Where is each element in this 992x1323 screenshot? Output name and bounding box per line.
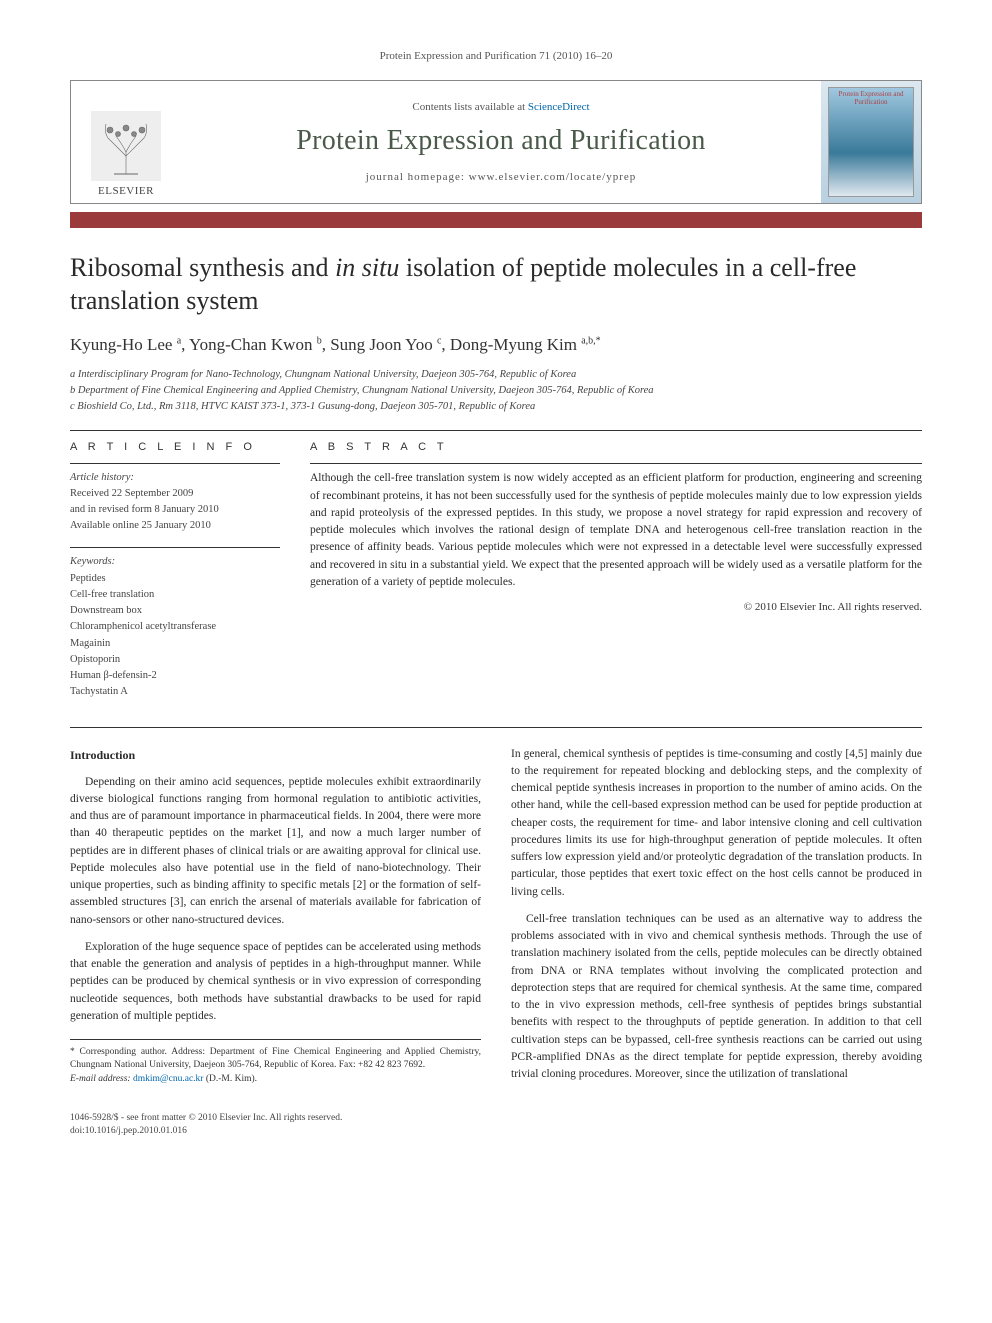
journal-name: Protein Expression and Purification — [191, 125, 811, 157]
paragraph: Exploration of the huge sequence space o… — [70, 939, 481, 1025]
history-online: Available online 25 January 2010 — [70, 520, 211, 531]
divider — [70, 463, 280, 464]
email-label: E-mail address: — [70, 1074, 133, 1084]
corresponding-author: * Corresponding author. Address: Departm… — [70, 1046, 481, 1073]
section-heading-intro: Introduction — [70, 746, 481, 764]
contents-available: Contents lists available at ScienceDirec… — [191, 101, 811, 113]
keyword: Peptides — [70, 573, 106, 584]
journal-homepage: journal homepage: www.elsevier.com/locat… — [191, 171, 811, 183]
paragraph: Depending on their amino acid sequences,… — [70, 774, 481, 929]
abstract-text: Although the cell-free translation syste… — [310, 470, 922, 591]
divider — [70, 547, 280, 548]
cover-caption: Protein Expression and Purification — [829, 88, 913, 109]
keyword: Human β-defensin-2 — [70, 670, 157, 681]
abstract-copyright: © 2010 Elsevier Inc. All rights reserved… — [310, 601, 922, 613]
cover-thumbnail: Protein Expression and Purification — [821, 81, 921, 203]
history-label: Article history: — [70, 472, 134, 483]
email-who: (D.-M. Kim). — [203, 1074, 257, 1084]
affiliation-a: a Interdisciplinary Program for Nano-Tec… — [70, 367, 922, 383]
history-revised: and in revised form 8 January 2010 — [70, 504, 219, 515]
page-footer: 1046-5928/$ - see front matter © 2010 El… — [70, 1112, 922, 1139]
keywords: Keywords: Peptides Cell-free translation… — [70, 554, 280, 700]
article-info-heading: A R T I C L E I N F O — [70, 441, 280, 453]
issn-line: 1046-5928/$ - see front matter © 2010 El… — [70, 1112, 922, 1125]
keyword: Cell-free translation — [70, 589, 154, 600]
keyword: Tachystatin A — [70, 686, 128, 697]
doi-line: doi:10.1016/j.pep.2010.01.016 — [70, 1125, 922, 1138]
email-line: E-mail address: dmkim@cnu.ac.kr (D.-M. K… — [70, 1073, 481, 1086]
publisher-name: ELSEVIER — [98, 185, 154, 197]
affiliation-b: b Department of Fine Chemical Engineerin… — [70, 383, 922, 399]
body-divider — [70, 727, 922, 728]
title-part-1: Ribosomal synthesis and — [70, 253, 335, 282]
keyword: Downstream box — [70, 605, 142, 616]
homepage-label: journal homepage: — [366, 171, 469, 183]
affiliations: a Interdisciplinary Program for Nano-Tec… — [70, 367, 922, 414]
abstract-column: A B S T R A C T Although the cell-free t… — [310, 441, 922, 700]
info-abstract-row: A R T I C L E I N F O Article history: R… — [70, 441, 922, 700]
keywords-label: Keywords: — [70, 554, 280, 570]
publisher-block: ELSEVIER — [71, 81, 181, 203]
cover-image-icon: Protein Expression and Purification — [828, 87, 914, 197]
sciencedirect-link[interactable]: ScienceDirect — [528, 101, 590, 113]
article-title: Ribosomal synthesis and in situ isolatio… — [70, 252, 922, 317]
page: Protein Expression and Purification 71 (… — [0, 0, 992, 1178]
title-bar — [70, 212, 922, 228]
masthead-center: Contents lists available at ScienceDirec… — [181, 81, 821, 203]
elsevier-tree-icon — [91, 111, 161, 181]
divider — [310, 463, 922, 464]
running-head: Protein Expression and Purification 71 (… — [70, 50, 922, 62]
divider — [70, 430, 922, 431]
authors: Kyung-Ho Lee a, Yong-Chan Kwon b, Sung J… — [70, 335, 922, 355]
affiliation-c: c Bioshield Co, Ltd., Rm 3118, HTVC KAIS… — [70, 399, 922, 415]
body-columns: Introduction Depending on their amino ac… — [70, 746, 922, 1090]
contents-prefix: Contents lists available at — [412, 101, 527, 113]
paragraph: In general, chemical synthesis of peptid… — [511, 746, 922, 901]
footnote-block: * Corresponding author. Address: Departm… — [70, 1039, 481, 1086]
masthead: ELSEVIER Contents lists available at Sci… — [70, 80, 922, 204]
keyword: Chloramphenicol acetyltransferase — [70, 621, 216, 632]
history-received: Received 22 September 2009 — [70, 488, 193, 499]
email-link[interactable]: dmkim@cnu.ac.kr — [133, 1074, 203, 1084]
keyword: Magainin — [70, 638, 110, 649]
title-italic: in situ — [335, 253, 399, 282]
article-info: A R T I C L E I N F O Article history: R… — [70, 441, 280, 700]
article-history: Article history: Received 22 September 2… — [70, 470, 280, 533]
homepage-url: www.elsevier.com/locate/yprep — [469, 171, 637, 183]
paragraph: Cell-free translation techniques can be … — [511, 911, 922, 1084]
abstract-heading: A B S T R A C T — [310, 441, 922, 453]
keyword: Opistoporin — [70, 654, 120, 665]
